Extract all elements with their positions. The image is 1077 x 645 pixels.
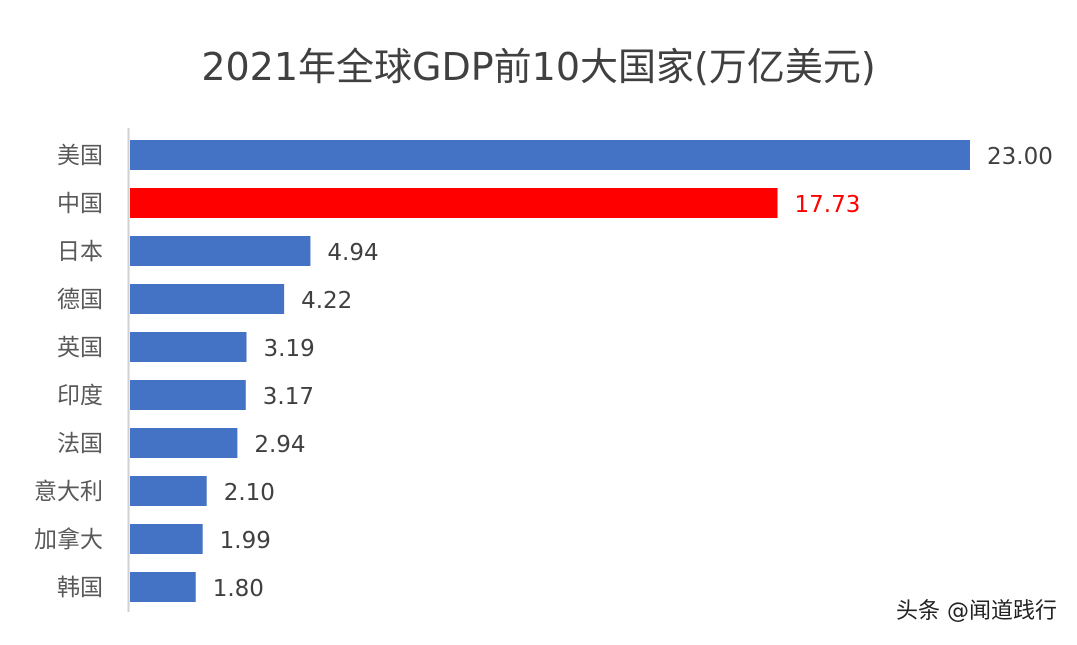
data-label: 1.99 [220, 528, 271, 554]
watermark: 头条 @闻道践行 [896, 599, 1057, 624]
bar-9 [130, 572, 196, 602]
bar-8 [130, 524, 203, 554]
bar-6 [130, 428, 238, 458]
bar-5 [130, 380, 246, 410]
category-label: 日本 [57, 239, 103, 265]
data-label: 3.17 [263, 384, 314, 410]
category-label: 意大利 [34, 479, 103, 505]
bar-3 [130, 284, 285, 314]
data-label: 17.73 [795, 192, 861, 218]
bar-7 [130, 476, 207, 506]
category-label: 法国 [57, 431, 103, 457]
bar-4 [130, 332, 247, 362]
data-label: 1.80 [213, 576, 264, 602]
category-label: 印度 [57, 383, 103, 409]
category-label: 美国 [57, 143, 103, 169]
category-label: 英国 [57, 335, 103, 361]
category-label: 中国 [57, 191, 103, 217]
bar-2 [130, 236, 311, 266]
data-label: 23.00 [987, 144, 1053, 170]
category-label: 韩国 [57, 575, 103, 601]
data-label: 2.94 [254, 432, 305, 458]
data-label: 3.19 [264, 336, 315, 362]
category-label: 德国 [57, 287, 103, 313]
bar-1 [130, 188, 778, 218]
chart-title: 2021年全球GDP前10大国家(万亿美元) [201, 45, 876, 89]
category-label: 加拿大 [34, 526, 103, 553]
bar-0 [130, 140, 970, 170]
data-label: 4.94 [327, 240, 378, 266]
data-label: 4.22 [301, 288, 352, 314]
data-label: 2.10 [224, 480, 275, 506]
